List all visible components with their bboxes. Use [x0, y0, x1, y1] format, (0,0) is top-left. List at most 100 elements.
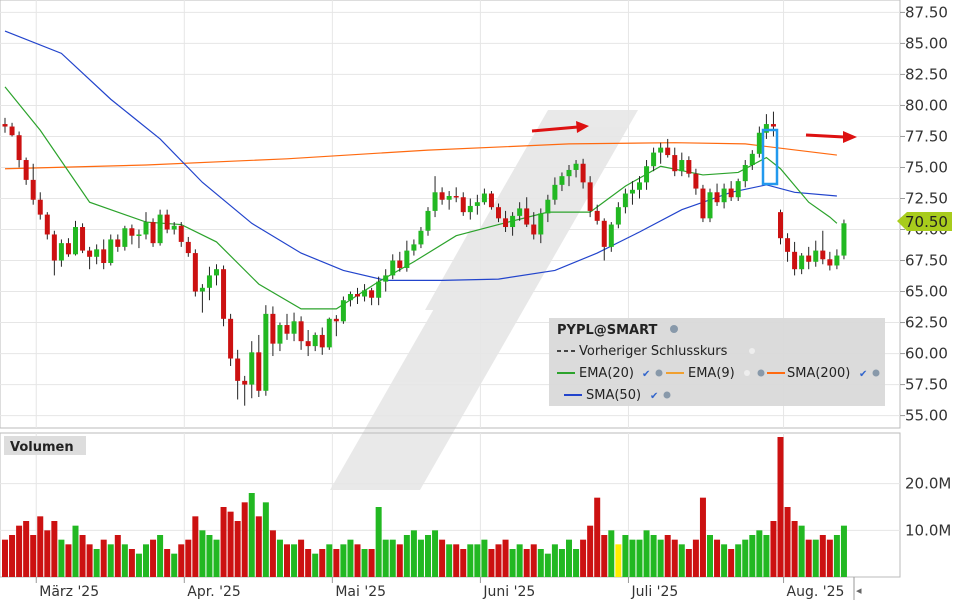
candle-body — [376, 281, 382, 298]
legend-ema20-check-icon[interactable]: ✔ — [642, 369, 650, 380]
volume-bar — [347, 539, 354, 577]
volume-bar — [157, 535, 164, 577]
candle-body — [333, 318, 339, 322]
candle-body — [714, 192, 720, 203]
candle-body — [355, 294, 360, 297]
volume-bar — [601, 535, 608, 577]
volume-bar — [453, 544, 460, 577]
legend-sma200-check-icon[interactable]: ✔ — [859, 369, 867, 380]
candle-body — [94, 249, 100, 257]
legend-title: PYPL@SMART — [557, 323, 658, 338]
candle-body — [827, 259, 833, 266]
candle-body — [559, 176, 565, 185]
volume-bar — [671, 539, 678, 577]
volume-bar — [622, 535, 629, 577]
volume-bar — [30, 535, 37, 577]
scroll-right-button[interactable]: ◂ — [853, 577, 862, 600]
legend-prev-close-toggle-icon[interactable] — [749, 348, 755, 354]
candle-body — [820, 250, 826, 260]
volume-bar — [664, 535, 671, 577]
price-tick-label: 80.00 — [905, 96, 948, 114]
candle-body — [171, 225, 177, 230]
volume-bar — [446, 544, 453, 577]
price-axis: 87.5085.0082.5080.0077.5075.0072.5070.00… — [900, 3, 948, 425]
volume-bar — [241, 502, 248, 577]
candle-body — [228, 318, 234, 359]
legend-ema9-toggle-icon[interactable] — [744, 370, 750, 376]
volume-bar — [594, 497, 601, 577]
volume-bar — [164, 549, 171, 577]
price-tick-label: 87.50 — [905, 3, 948, 21]
candle-body — [524, 208, 530, 225]
volume-bar — [23, 521, 30, 577]
legend-ema9-settings-icon[interactable] — [757, 369, 765, 377]
candle-body — [587, 182, 593, 211]
candle-body — [178, 225, 184, 242]
candle-body — [115, 239, 121, 247]
volume-bar — [9, 535, 16, 577]
legend-sma200-settings-icon[interactable] — [872, 369, 880, 377]
volume-bar — [819, 535, 826, 577]
current-price-label: 70.50 — [905, 213, 948, 231]
volume-bar — [171, 553, 178, 577]
volume-bar — [220, 507, 227, 577]
candle-body — [235, 358, 241, 381]
legend-title-settings-icon[interactable] — [670, 325, 678, 333]
scroll-right-icon[interactable]: ◂ — [856, 584, 862, 597]
volume-bar — [51, 521, 58, 577]
volume-bar — [566, 539, 572, 577]
volume-bar — [403, 535, 410, 577]
candle-body — [312, 334, 318, 347]
candle-body — [679, 160, 685, 172]
candle-body — [488, 193, 494, 208]
volume-bar — [537, 549, 544, 577]
volume-bar — [375, 507, 382, 577]
volume-bar — [728, 549, 735, 577]
candle-body — [199, 287, 205, 292]
candle-body — [284, 325, 290, 334]
candle-body — [806, 255, 812, 262]
volume-bar — [284, 544, 290, 577]
sma200-line — [4, 142, 837, 170]
legend-ema20-settings-icon[interactable] — [655, 369, 663, 377]
candle-body — [214, 269, 219, 276]
candle-body — [735, 181, 741, 198]
candle-body — [390, 260, 396, 276]
volume-bar — [650, 535, 657, 577]
volume-bar — [178, 544, 185, 577]
candle-body — [721, 188, 727, 203]
volume-bar — [382, 539, 389, 577]
candle-body — [686, 160, 692, 174]
legend-sma50-check-icon[interactable]: ✔ — [650, 391, 658, 402]
legend-sma50-settings-icon[interactable] — [663, 391, 671, 399]
volume-bar — [742, 539, 749, 577]
candle-body — [65, 243, 71, 255]
candle-body — [136, 234, 142, 236]
price-tick-label: 77.50 — [905, 127, 948, 145]
volume-bar — [770, 521, 777, 577]
candle-body — [439, 192, 445, 200]
volume-bar — [417, 539, 424, 577]
volume-bar — [269, 530, 276, 577]
candle-body — [326, 318, 332, 348]
candle-body — [517, 208, 523, 216]
legend-item-prev-close: Vorheriger Schlusskurs — [579, 344, 728, 359]
candle-body — [256, 352, 262, 391]
volume-bar — [340, 544, 347, 577]
volume-bar — [714, 539, 721, 577]
volume-bar — [37, 516, 44, 577]
candle-body — [164, 214, 170, 230]
volume-bars — [2, 437, 847, 577]
candle-body — [362, 290, 368, 297]
candle-body — [467, 205, 473, 213]
volume-bar — [361, 549, 368, 577]
volume-bar — [128, 549, 135, 577]
candle-body — [157, 214, 163, 244]
volume-bar — [262, 502, 269, 577]
volume-bar — [192, 516, 199, 577]
volume-bar — [643, 530, 650, 577]
volume-bar — [213, 539, 220, 577]
volume-bar — [114, 535, 121, 577]
candle-body — [319, 334, 325, 348]
